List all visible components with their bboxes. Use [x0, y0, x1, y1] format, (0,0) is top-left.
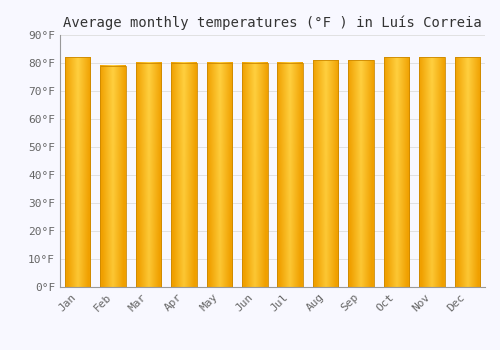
Bar [100, 66, 126, 287]
Bar [313, 60, 338, 287]
Bar [454, 57, 480, 287]
Bar [171, 63, 196, 287]
Bar [384, 57, 409, 287]
Title: Average monthly temperatures (°F ) in Luís Correia: Average monthly temperatures (°F ) in Lu… [63, 15, 482, 30]
Bar [65, 57, 90, 287]
Bar [348, 60, 374, 287]
Bar [419, 57, 444, 287]
Bar [242, 63, 268, 287]
Bar [278, 63, 303, 287]
Bar [206, 63, 232, 287]
Bar [136, 63, 162, 287]
